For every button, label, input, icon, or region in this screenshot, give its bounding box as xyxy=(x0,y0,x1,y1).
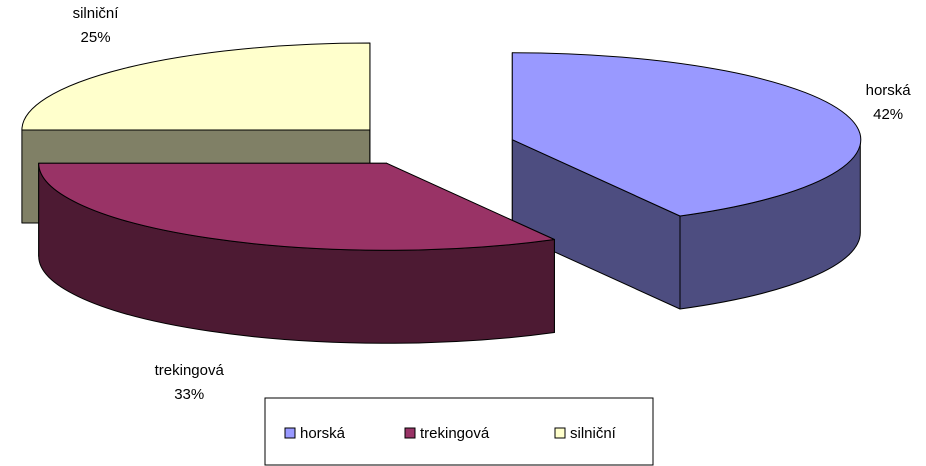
data-label-value: 25% xyxy=(81,29,111,46)
legend-label: silniční xyxy=(570,425,617,442)
data-label-name: trekingová xyxy=(155,362,225,379)
legend-label: horská xyxy=(300,425,346,442)
slice xyxy=(38,162,555,344)
legend-box xyxy=(264,397,654,466)
pie xyxy=(21,42,862,344)
legend-swatch xyxy=(404,427,416,439)
legend-swatch xyxy=(284,427,296,439)
slice-top xyxy=(511,52,862,217)
legend: horská trekingová silniční xyxy=(284,425,617,442)
slice-top xyxy=(21,42,371,131)
data-label-value: 42% xyxy=(873,106,903,123)
slice xyxy=(511,52,862,310)
data-label-name: horská xyxy=(866,82,912,99)
data-label-name: silniční xyxy=(73,5,120,22)
legend-swatch xyxy=(554,427,566,439)
legend-label: trekingová xyxy=(420,425,490,442)
data-label-value: 33% xyxy=(174,386,204,403)
data-labels: horská 42% trekingová 33% silniční 25% xyxy=(73,5,912,403)
slice-top xyxy=(38,162,555,251)
